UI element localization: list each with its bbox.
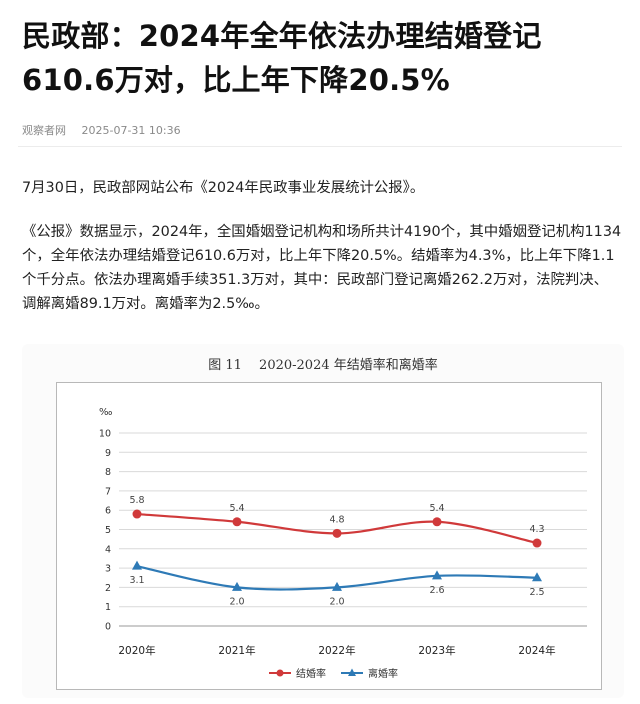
data-point-2 (432, 570, 442, 580)
x-tick-label: 2024年 (518, 644, 555, 657)
article-date: 2025-07-31 10:36 (81, 124, 181, 137)
legend-label-1: 结婚率 (296, 667, 326, 680)
y-tick-label: 4 (105, 544, 111, 555)
line-chart: ‰ 0 1 2 3 4 5 6 7 8 9 10 2020年 2021年 2022年 2023年 2024年 5.… (99, 407, 587, 680)
data-point-1 (232, 517, 242, 527)
data-point-1 (432, 517, 442, 527)
data-point-2 (132, 560, 142, 570)
data-point-2 (232, 581, 242, 591)
article-figure: 图 11 2020-2024 年结婚率和离婚率 ‰ 0 1 2 3 4 5 6 7 8 9 10 202… (22, 344, 624, 698)
data-point-1 (532, 538, 542, 548)
article-paragraph-1: 7月30日，民政部网站公布《2024年民政事业发展统计公报》。 (22, 180, 425, 196)
data-point-2 (332, 581, 342, 591)
legend-label-2: 离婚率 (368, 667, 398, 680)
article-paragraph-2: 《公报》数据显示，2024年，全国婚姻登记机构和场所共计4190个，其中婚姻登记… (22, 224, 622, 312)
data-point-2 (532, 572, 542, 582)
y-axis-unit-label: ‰ (99, 407, 112, 418)
data-label: 2.0 (229, 596, 244, 607)
data-label: 4.8 (329, 514, 344, 525)
data-label: 5.4 (429, 503, 444, 514)
data-label: 5.8 (129, 495, 144, 506)
y-tick-label: 0 (105, 622, 111, 633)
data-point-1 (132, 509, 142, 519)
data-label: 3.1 (129, 575, 144, 586)
y-tick-label: 3 (105, 564, 111, 575)
article-meta: 观察者网 2025-07-31 10:36 (22, 122, 193, 138)
y-tick-label: 7 (105, 486, 111, 497)
y-tick-label: 9 (105, 448, 111, 459)
y-tick-label: 5 (105, 525, 111, 536)
x-tick-label: 2022年 (318, 644, 355, 657)
article-title: 民政部：2024年全年依法办理结婚登记610.6万对，比上年下降20.5% (22, 19, 542, 97)
y-tick-label: 1 (105, 602, 111, 613)
y-tick-label: 10 (99, 429, 111, 440)
x-tick-label: 2021年 (218, 644, 255, 657)
legend-marker-1 (276, 669, 284, 677)
article-source[interactable]: 观察者网 (22, 124, 66, 137)
legend-marker-2 (348, 668, 356, 676)
data-label: 2.5 (529, 587, 544, 598)
divider (18, 146, 622, 147)
y-tick-label: 2 (105, 583, 111, 594)
data-label: 2.6 (429, 585, 444, 596)
data-label: 2.0 (329, 596, 344, 607)
data-point-1 (332, 528, 342, 538)
data-label: 5.4 (229, 503, 244, 514)
y-tick-label: 8 (105, 467, 111, 478)
y-tick-label: 6 (105, 506, 111, 517)
x-tick-label: 2023年 (418, 644, 455, 657)
data-label: 4.3 (529, 524, 544, 535)
figure-caption: 图 11 2020-2024 年结婚率和离婚率 (208, 358, 438, 373)
chart-frame: ‰ 0 1 2 3 4 5 6 7 8 9 10 2020年 2021年 2022年 2023年 2024年 5.… (56, 382, 602, 690)
x-tick-label: 2020年 (118, 644, 155, 657)
